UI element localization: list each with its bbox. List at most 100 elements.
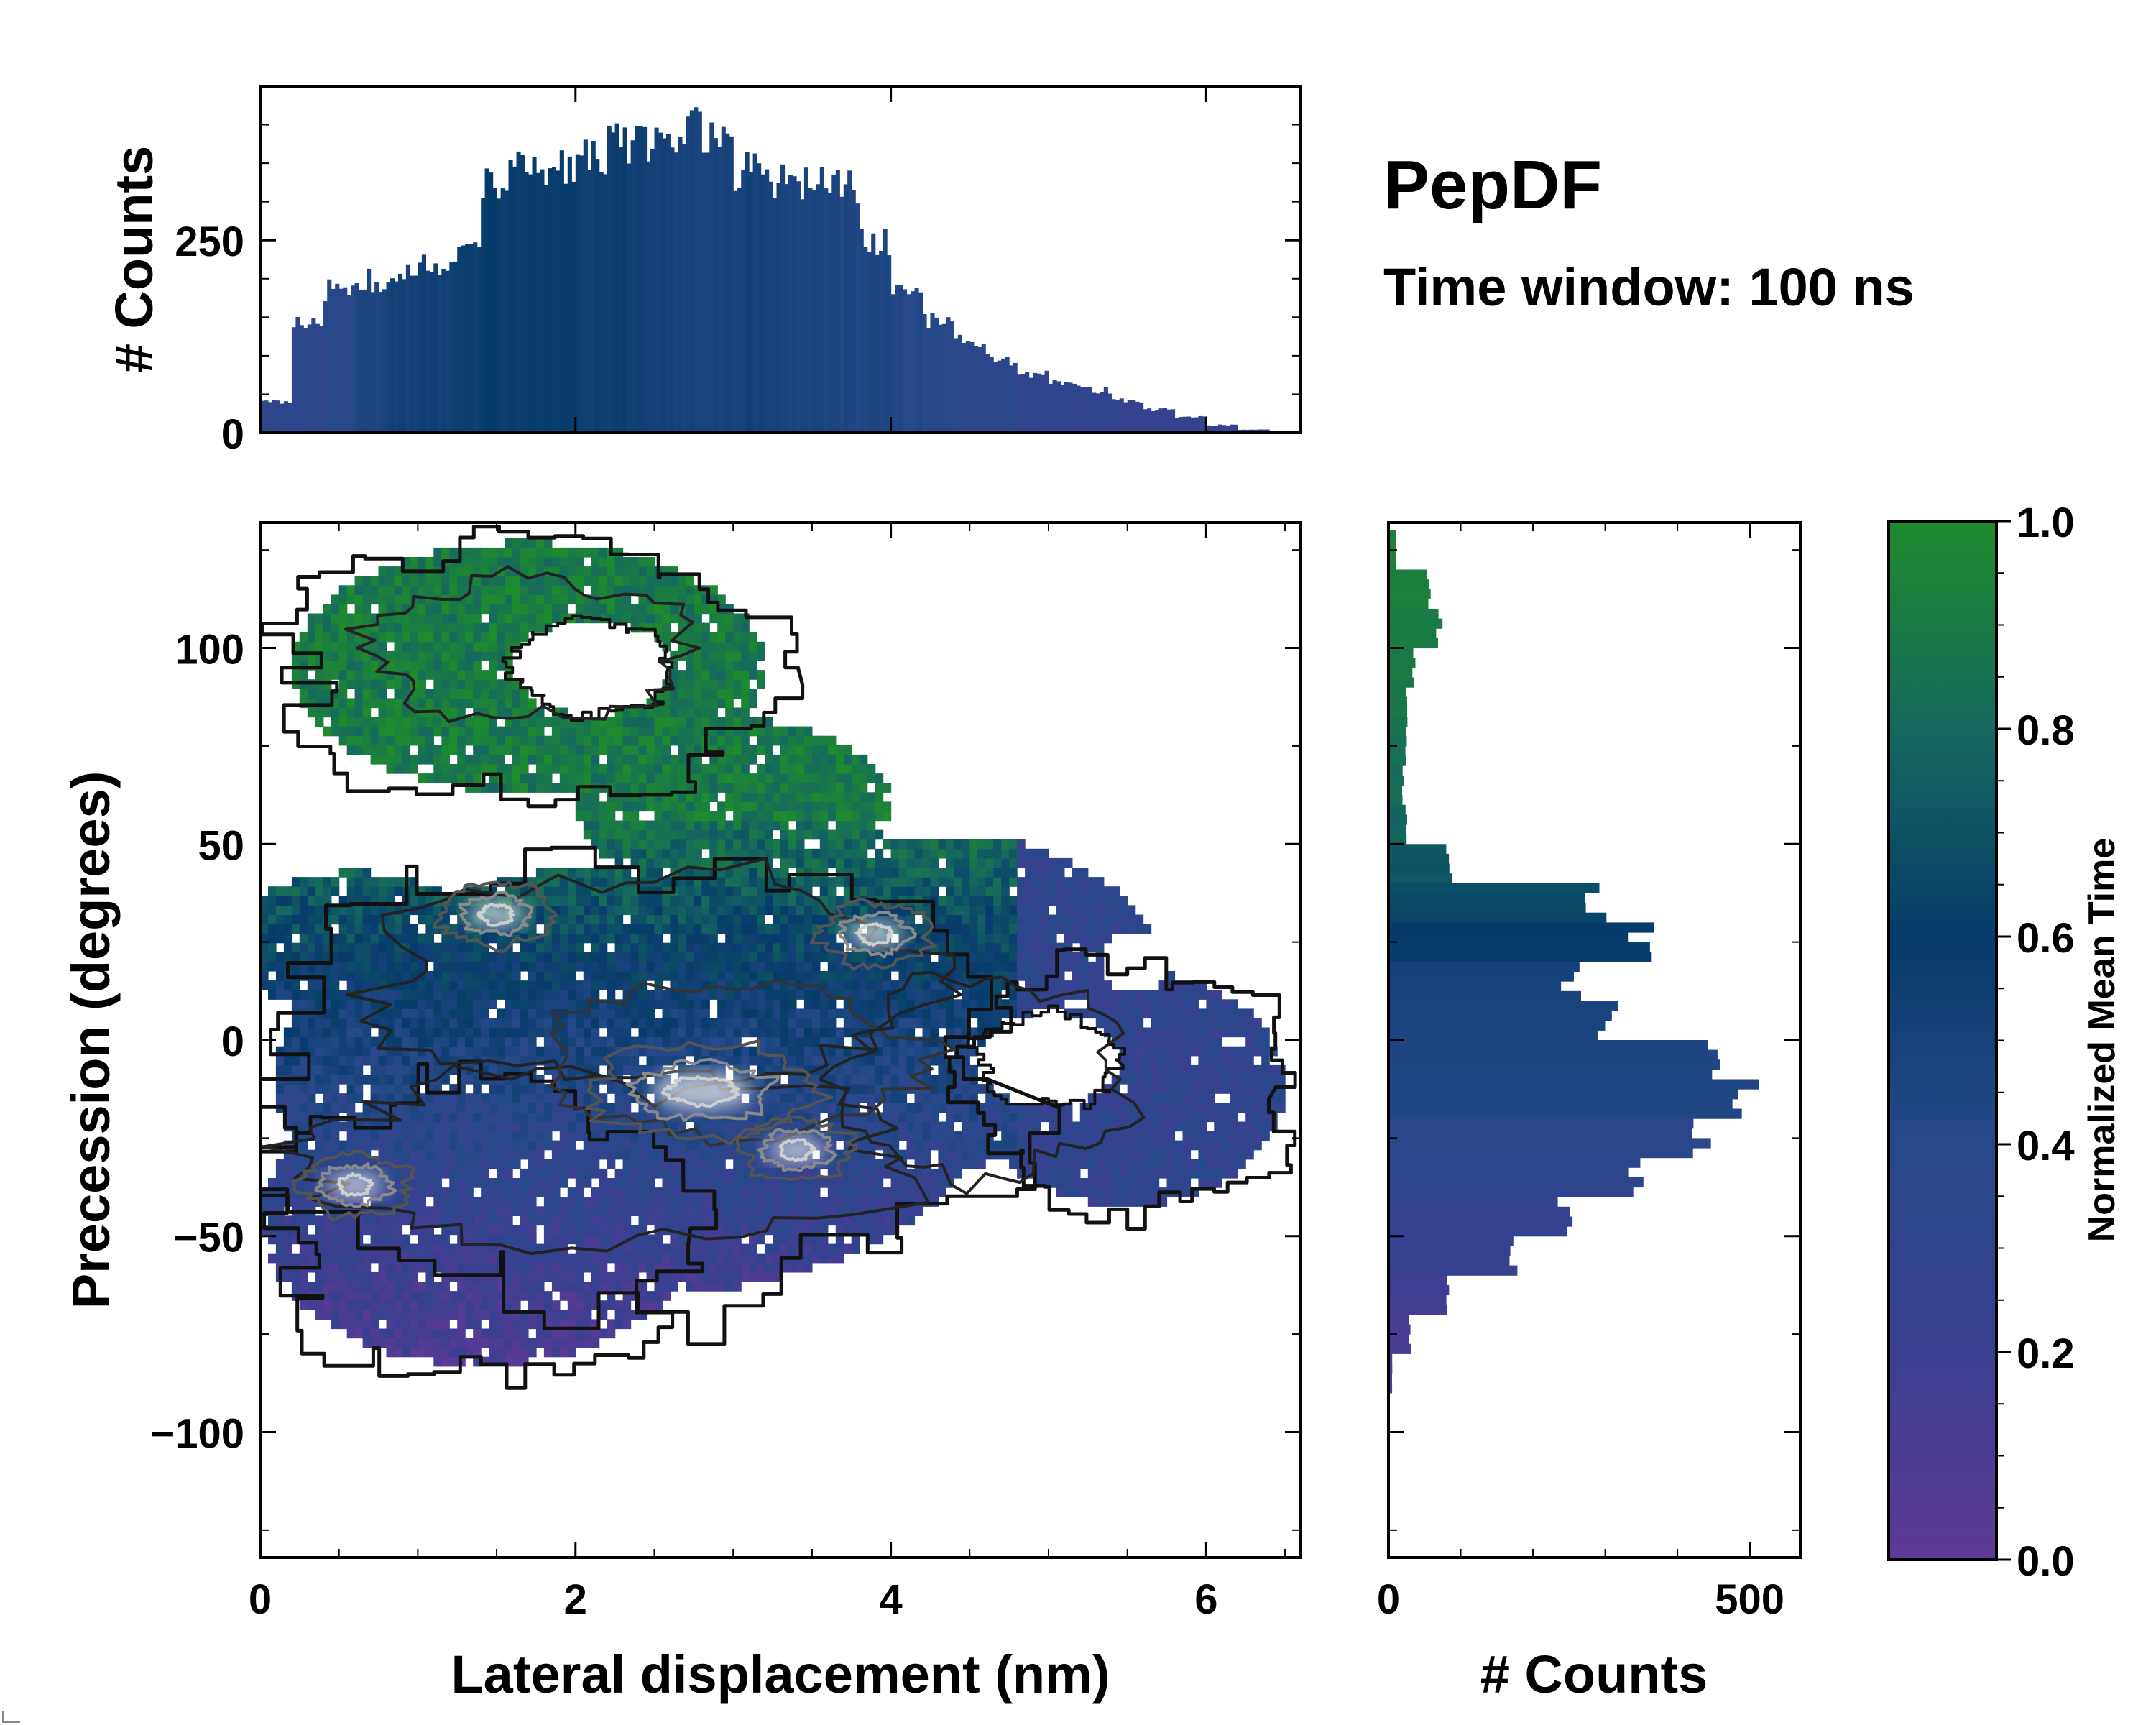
heatmap-cell bbox=[449, 622, 458, 633]
heatmap-cell bbox=[441, 764, 450, 774]
heatmap-cell bbox=[386, 604, 395, 615]
top-histogram-bar bbox=[737, 188, 742, 433]
heatmap-cell bbox=[283, 942, 292, 953]
heatmap-cell bbox=[338, 1262, 348, 1273]
heatmap-cell bbox=[796, 942, 805, 953]
heatmap-cell bbox=[465, 594, 474, 605]
heatmap-cell bbox=[575, 1206, 584, 1216]
heatmap-cell bbox=[370, 1271, 379, 1282]
heatmap-cell bbox=[694, 829, 702, 840]
heatmap-cell bbox=[394, 679, 403, 689]
heatmap-cell bbox=[819, 783, 829, 793]
heatmap-cell bbox=[622, 1262, 632, 1273]
heatmap-cell bbox=[386, 764, 395, 774]
heatmap-cell bbox=[535, 1112, 545, 1123]
heatmap-cell bbox=[394, 698, 403, 709]
top-histogram-bar bbox=[548, 168, 553, 433]
heatmap-cell bbox=[441, 1262, 450, 1273]
heatmap-cell bbox=[402, 1064, 411, 1075]
heatmap-cell bbox=[599, 924, 608, 934]
top-histogram-bars bbox=[260, 107, 1302, 433]
heatmap-cell bbox=[811, 1121, 821, 1132]
heatmap-cell bbox=[386, 1206, 395, 1216]
heatmap-cell bbox=[709, 1121, 718, 1132]
heatmap-cell bbox=[725, 848, 734, 859]
heatmap-cell bbox=[465, 670, 474, 680]
heatmap-cell bbox=[765, 1215, 773, 1226]
heatmap-cell bbox=[733, 1159, 742, 1169]
heatmap-cell bbox=[449, 661, 458, 671]
heatmap-cell bbox=[591, 764, 600, 774]
heatmap-cell bbox=[497, 1131, 505, 1141]
heatmap-cell bbox=[646, 905, 655, 916]
heatmap-cell bbox=[425, 717, 434, 727]
heatmap-cell bbox=[378, 905, 387, 916]
heatmap-cell bbox=[512, 764, 521, 774]
heatmap-cell bbox=[575, 764, 584, 774]
heatmap-cell bbox=[567, 1084, 576, 1094]
heatmap-cell bbox=[622, 576, 632, 586]
top-histogram-bar bbox=[906, 294, 911, 433]
heatmap-cell bbox=[457, 914, 466, 925]
heatmap-cell bbox=[819, 764, 829, 774]
heatmap-cell bbox=[505, 1064, 513, 1075]
heatmap-cell bbox=[622, 1064, 632, 1075]
heatmap-cell bbox=[749, 990, 757, 1000]
heatmap-cell bbox=[607, 952, 616, 962]
heatmap-cell bbox=[811, 971, 821, 981]
heatmap-cell bbox=[299, 661, 308, 671]
heatmap-cell bbox=[638, 1243, 648, 1254]
heatmap-cell bbox=[614, 547, 624, 558]
heatmap-cell bbox=[694, 839, 702, 850]
heatmap-cell bbox=[418, 1027, 426, 1038]
heatmap-cell bbox=[630, 1271, 640, 1282]
top-histogram-bar bbox=[827, 193, 832, 433]
heatmap-cell bbox=[338, 1243, 348, 1254]
heatmap-cell bbox=[591, 942, 600, 953]
heatmap-cell bbox=[670, 1036, 678, 1047]
heatmap-cell bbox=[709, 661, 718, 671]
heatmap-cell bbox=[370, 990, 379, 1000]
heatmap-cell bbox=[489, 613, 497, 624]
heatmap-cell bbox=[354, 896, 364, 906]
heatmap-cell bbox=[654, 1282, 663, 1292]
heatmap-cell bbox=[678, 877, 686, 887]
heatmap-cell bbox=[362, 1319, 372, 1330]
heatmap-cell bbox=[418, 1234, 426, 1245]
heatmap-cell bbox=[528, 952, 537, 962]
figure-subtitle: Time window: 100 ns bbox=[1383, 257, 1915, 317]
heatmap-cell bbox=[559, 1328, 568, 1339]
heatmap-cell bbox=[551, 1319, 561, 1330]
heatmap-cell bbox=[497, 726, 505, 737]
heatmap-cell bbox=[827, 961, 837, 972]
heatmap-cell bbox=[457, 726, 466, 737]
heatmap-cell bbox=[773, 1187, 781, 1197]
heatmap-cell bbox=[583, 820, 592, 831]
heatmap-cell bbox=[725, 933, 734, 944]
heatmap-cell bbox=[323, 961, 332, 972]
heatmap-cell bbox=[473, 1234, 482, 1245]
heatmap-cell bbox=[489, 896, 497, 906]
heatmap-cell bbox=[709, 783, 718, 793]
heatmap-cell bbox=[323, 689, 332, 699]
heatmap-cell bbox=[678, 914, 686, 925]
heatmap-cell bbox=[749, 914, 757, 925]
heatmap-cell bbox=[803, 1036, 813, 1047]
top-histogram-bar bbox=[985, 354, 990, 433]
heatmap-cell bbox=[638, 999, 648, 1009]
heatmap-cell bbox=[473, 1046, 482, 1057]
heatmap-cell bbox=[551, 1046, 561, 1057]
heatmap-cell bbox=[599, 942, 608, 953]
heatmap-cell bbox=[622, 848, 632, 859]
heatmap-cell bbox=[709, 717, 718, 727]
heatmap-cell bbox=[378, 689, 387, 699]
heatmap-cell bbox=[599, 764, 608, 774]
heatmap-cell bbox=[567, 557, 576, 567]
heatmap-cell bbox=[622, 1149, 632, 1160]
heatmap-cell bbox=[646, 924, 655, 934]
heatmap-cell bbox=[725, 877, 734, 887]
heatmap-cell bbox=[646, 999, 655, 1009]
heatmap-cell bbox=[362, 877, 372, 887]
heatmap-cell bbox=[694, 942, 702, 953]
heatmap-cell bbox=[559, 914, 568, 925]
